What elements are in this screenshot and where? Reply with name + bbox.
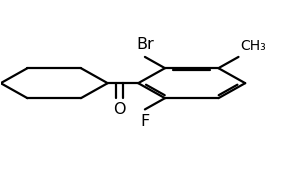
Text: F: F [140,114,150,129]
Text: O: O [113,102,126,117]
Text: CH₃: CH₃ [240,39,266,53]
Text: Br: Br [136,37,154,52]
